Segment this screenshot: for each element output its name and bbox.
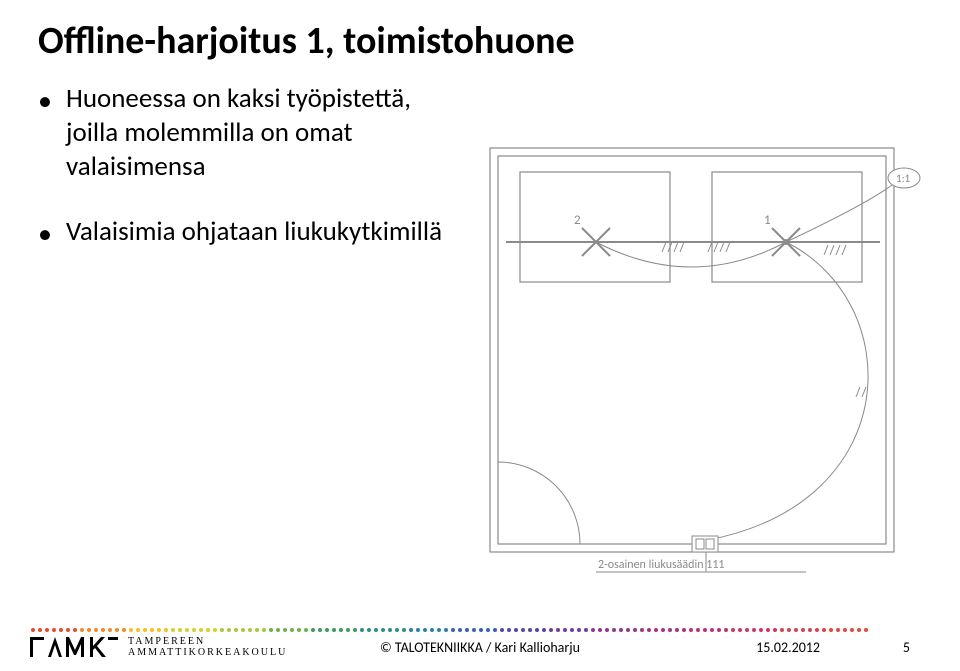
bullet-list: Huoneessa on kaksi työpistettä, joilla m… — [38, 82, 458, 281]
svg-text:1:1: 1:1 — [896, 172, 911, 185]
svg-text:2: 2 — [574, 213, 581, 228]
bullet-text: Huoneessa on kaksi työpistettä, joilla m… — [66, 82, 458, 183]
svg-text:1: 1 — [764, 213, 771, 228]
list-item: Huoneessa on kaksi työpistettä, joilla m… — [38, 82, 458, 183]
list-item: Valaisimia ohjataan liukukytkimillä — [38, 215, 458, 249]
floorplan-diagram: 2 1 1:1 2-osainen liukusäädin 111 — [476, 142, 924, 582]
bullet-dot — [38, 229, 48, 239]
footer-page-number: 5 — [903, 639, 910, 656]
bullet-dot — [38, 96, 48, 106]
bullet-text: Valaisimia ohjataan liukukytkimillä — [66, 215, 442, 249]
footer-date: 15.02.2012 — [756, 639, 820, 656]
svg-text:2-osainen liukusäädin 111: 2-osainen liukusäädin 111 — [598, 558, 725, 572]
slide-footer: TAMPEREEN AMMATTIKORKEAKOULU © TALOTEKNI… — [30, 629, 930, 665]
slide-title: Offline-harjoitus 1, toimistohuone — [38, 18, 575, 64]
footer-divider-dots — [30, 619, 930, 625]
